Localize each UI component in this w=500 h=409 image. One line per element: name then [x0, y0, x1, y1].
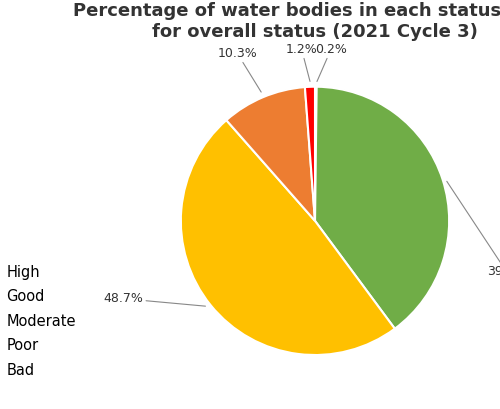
Wedge shape — [181, 120, 395, 355]
Text: 39.7%: 39.7% — [447, 181, 500, 279]
Wedge shape — [305, 87, 315, 221]
Legend: High, Good, Moderate, Poor, Bad: High, Good, Moderate, Poor, Bad — [0, 265, 76, 378]
Wedge shape — [226, 87, 315, 221]
Text: 0.2%: 0.2% — [315, 43, 347, 81]
Text: 48.7%: 48.7% — [104, 292, 206, 306]
Title: Percentage of water bodies in each status class
for overall status (2021 Cycle 3: Percentage of water bodies in each statu… — [73, 2, 500, 40]
Text: 1.2%: 1.2% — [286, 43, 318, 81]
Wedge shape — [315, 87, 316, 221]
Wedge shape — [315, 87, 449, 329]
Text: 10.3%: 10.3% — [218, 47, 261, 92]
